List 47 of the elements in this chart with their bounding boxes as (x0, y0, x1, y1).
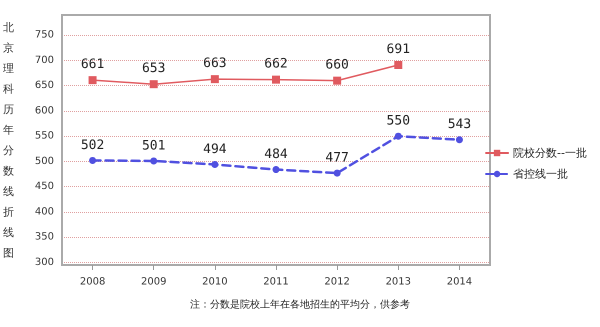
data-label: 691 (386, 42, 410, 57)
point (150, 80, 158, 88)
y-tick-label: 450 (34, 181, 54, 192)
point (333, 76, 342, 85)
point (150, 157, 158, 164)
x-tick-label: 2008 (80, 276, 106, 288)
y-tick-label: 350 (34, 232, 54, 243)
text: 北京理科历年分数线折线图 (3, 20, 14, 260)
point (210, 75, 219, 84)
y-tick-label: 700 (34, 54, 54, 66)
data-label: 477 (325, 150, 349, 166)
data-label: 663 (203, 56, 227, 72)
point (394, 61, 402, 69)
y-tick-label: 300 (34, 256, 54, 268)
point (456, 136, 463, 144)
point (272, 166, 280, 174)
data-label: 543 (448, 117, 472, 132)
x-tick-label: 2013 (386, 276, 412, 288)
point (272, 76, 280, 84)
data-label: 660 (325, 58, 349, 73)
data-label: 494 (203, 142, 227, 157)
data-label: 662 (264, 56, 288, 72)
y-tick-label: 500 (34, 156, 54, 167)
point (211, 160, 218, 168)
point (334, 170, 341, 177)
data-label: 550 (386, 114, 410, 129)
x-tick-label: 2014 (446, 276, 472, 288)
x-tick-label: 2009 (140, 276, 166, 288)
point (89, 156, 96, 164)
text: 注：分数是院校上年在各地招生的平均分，供参考 (190, 298, 410, 310)
x-tick-label: 2010 (202, 276, 228, 288)
data-label: 661 (80, 57, 104, 72)
y-tick-label: 650 (34, 80, 54, 92)
y-tick-label: 750 (34, 30, 54, 41)
x-tick-label: 2012 (324, 276, 350, 288)
point (88, 76, 97, 84)
data-label: 653 (142, 61, 166, 76)
point (394, 132, 402, 140)
x-tick-label: 2011 (263, 276, 289, 288)
data-label: 484 (264, 147, 288, 162)
legend-label: 院校分数--一批 (513, 146, 588, 160)
y-tick-label: 550 (34, 130, 54, 142)
data-label: 501 (142, 138, 166, 154)
y-tick-label: 400 (34, 206, 54, 218)
legend-label: 省控线一批 (513, 168, 568, 180)
data-label: 502 (80, 138, 104, 153)
y-tick-label: 600 (34, 105, 54, 116)
